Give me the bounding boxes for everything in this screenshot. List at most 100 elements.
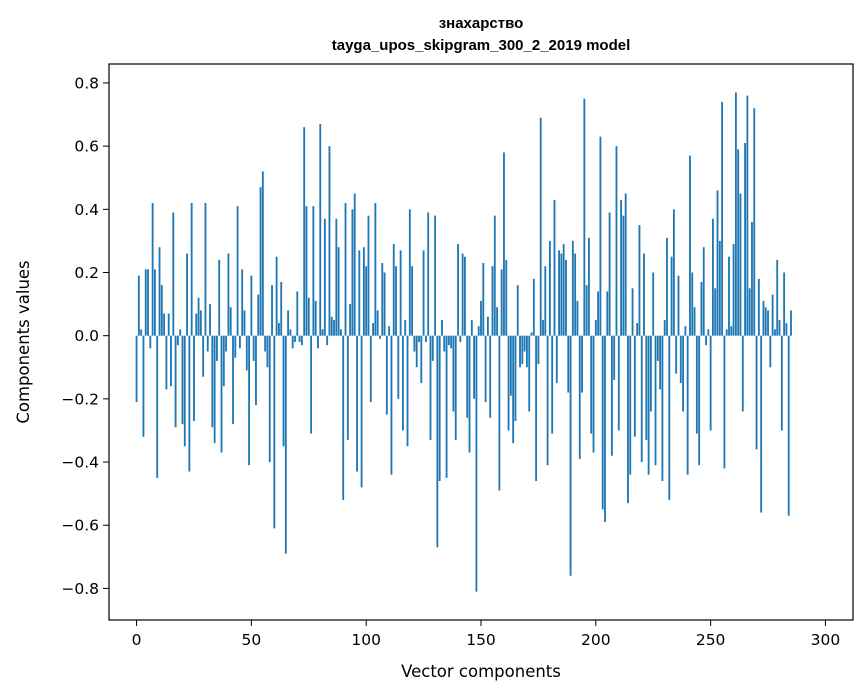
bar bbox=[222, 335, 225, 387]
bar bbox=[519, 335, 521, 368]
bar bbox=[505, 259, 508, 336]
bar bbox=[326, 335, 329, 346]
y-tick-label: −0.4 bbox=[61, 454, 99, 472]
bar bbox=[452, 335, 455, 412]
bar bbox=[569, 335, 572, 576]
bar bbox=[236, 206, 239, 336]
bar bbox=[250, 275, 253, 336]
bar bbox=[199, 310, 202, 336]
bar bbox=[627, 335, 629, 504]
bar bbox=[705, 335, 707, 346]
bar bbox=[677, 275, 680, 336]
bar bbox=[757, 278, 760, 336]
bar bbox=[744, 142, 746, 336]
bar bbox=[629, 335, 632, 475]
bar bbox=[227, 253, 230, 336]
bar bbox=[507, 335, 510, 431]
bar bbox=[486, 316, 489, 336]
bar bbox=[415, 335, 418, 368]
bar bbox=[369, 335, 372, 403]
bar bbox=[633, 335, 636, 437]
x-tick-label: 50 bbox=[242, 631, 262, 649]
bar bbox=[195, 313, 198, 336]
bar bbox=[454, 335, 457, 440]
bar bbox=[298, 335, 301, 342]
y-tick-label: −0.8 bbox=[61, 580, 99, 598]
bar bbox=[176, 335, 179, 346]
bar bbox=[259, 187, 262, 336]
bar bbox=[707, 329, 710, 336]
bar bbox=[232, 335, 234, 425]
bar bbox=[631, 288, 634, 336]
bar bbox=[594, 319, 597, 336]
bar bbox=[264, 335, 267, 352]
bar bbox=[142, 335, 145, 437]
bar bbox=[730, 326, 733, 336]
bar bbox=[303, 127, 306, 336]
bar bbox=[663, 319, 666, 336]
bar bbox=[167, 313, 170, 336]
bar bbox=[314, 300, 317, 336]
bar bbox=[374, 203, 377, 336]
bar bbox=[140, 329, 143, 336]
bar bbox=[562, 244, 565, 336]
bar bbox=[268, 335, 271, 463]
bar bbox=[588, 237, 590, 336]
bar bbox=[728, 256, 730, 336]
bar bbox=[675, 335, 678, 374]
bar bbox=[672, 209, 675, 336]
bar bbox=[243, 310, 246, 336]
bar bbox=[321, 329, 324, 336]
bar bbox=[464, 256, 466, 336]
bar bbox=[335, 218, 338, 336]
bar bbox=[560, 253, 563, 336]
bar bbox=[241, 269, 244, 336]
bar bbox=[604, 335, 606, 523]
bar bbox=[466, 335, 469, 418]
bar bbox=[151, 203, 154, 336]
bar bbox=[310, 335, 312, 434]
bar bbox=[590, 335, 593, 434]
bar bbox=[693, 307, 696, 336]
bar bbox=[769, 335, 772, 368]
bar bbox=[725, 329, 728, 336]
bar bbox=[424, 335, 427, 342]
y-axis-label: Components values bbox=[14, 260, 33, 423]
bar bbox=[181, 335, 184, 425]
bar bbox=[158, 247, 161, 336]
bar bbox=[576, 300, 579, 336]
bar bbox=[686, 335, 689, 475]
bar bbox=[211, 335, 214, 428]
bar bbox=[542, 319, 544, 336]
bar bbox=[484, 335, 487, 403]
bar bbox=[312, 206, 315, 336]
bar bbox=[491, 266, 494, 336]
bar bbox=[144, 269, 147, 336]
bar bbox=[172, 212, 175, 336]
bar bbox=[493, 215, 496, 336]
bar bbox=[721, 101, 724, 336]
bar bbox=[183, 335, 186, 447]
bar bbox=[436, 335, 439, 548]
bar bbox=[255, 335, 257, 406]
y-tick-label: −0.2 bbox=[61, 390, 99, 408]
bar bbox=[156, 335, 159, 478]
bar bbox=[202, 335, 205, 377]
bar bbox=[606, 291, 609, 336]
bar bbox=[188, 335, 191, 472]
bar bbox=[771, 294, 774, 336]
bar bbox=[790, 310, 792, 336]
bar bbox=[567, 335, 570, 393]
bar bbox=[362, 247, 365, 336]
bar bbox=[650, 335, 652, 412]
bar bbox=[643, 253, 645, 336]
bar bbox=[601, 335, 604, 510]
bar bbox=[420, 335, 423, 384]
bar bbox=[429, 335, 432, 440]
bars-group bbox=[135, 92, 792, 592]
bar bbox=[698, 335, 701, 466]
bar bbox=[291, 335, 294, 349]
bar bbox=[668, 335, 671, 500]
bar bbox=[516, 285, 519, 336]
bar bbox=[718, 240, 721, 336]
